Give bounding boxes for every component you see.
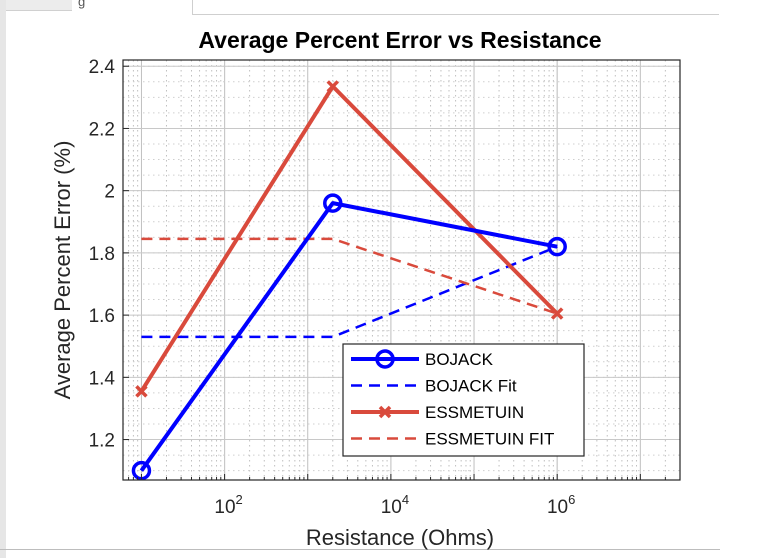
axes-layer: 1.2 1.4 1.6 1.8 2 2.2 2.4 102 104 106 <box>89 57 681 518</box>
data-point-x-stroke <box>378 405 392 419</box>
legend-label: ESSMETUIN FIT <box>425 430 554 449</box>
legend-box <box>342 343 585 457</box>
data-point-circle <box>375 349 395 369</box>
y-tick-label: 1.2 <box>89 431 115 452</box>
y-tick-label: 1.8 <box>89 244 115 265</box>
series-line-bojack <box>139 201 558 472</box>
legend-label: BOJACK <box>425 350 494 369</box>
data-point-circle <box>547 236 567 257</box>
x-tick-label: 104 <box>381 492 409 518</box>
data-point-circle <box>323 193 343 213</box>
series-line-essmetuin-fit <box>141 237 558 315</box>
legend-label: BOJACK Fit <box>425 377 517 396</box>
legend: BOJACK BOJACK Fit ESSMETUIN ESSMETUIN FIT <box>342 343 585 457</box>
axes-box <box>122 59 681 481</box>
x-tick-label: 106 <box>547 492 575 518</box>
window-tab[interactable] <box>6 0 72 11</box>
data-point-x <box>326 80 340 93</box>
data-point-x <box>378 405 392 419</box>
data-point-x-stroke <box>326 80 340 93</box>
y-tick-label: 1.6 <box>89 306 115 327</box>
y-tick-label: 1.4 <box>89 368 116 389</box>
legend-label: ESSMETUIN <box>425 403 524 422</box>
legend-entry: ESSMETUIN FIT <box>351 430 554 449</box>
series-layer <box>131 80 567 481</box>
legend-entry: BOJACK <box>351 349 494 369</box>
y-tick-label: 2.4 <box>89 57 116 78</box>
y-tick-label: 2 <box>104 182 115 203</box>
legend-entry: BOJACK Fit <box>351 377 517 396</box>
window-top-field[interactable] <box>192 0 719 15</box>
x-axis-label: Resistance (Ohms) <box>306 525 494 550</box>
series-line-bojack-fit <box>141 245 558 339</box>
window-tab-text: g <box>78 0 86 9</box>
x-tick-label: 102 <box>214 492 242 518</box>
window-bottom-divider <box>0 549 720 550</box>
y-tick-label: 2.2 <box>89 119 115 140</box>
data-point-x <box>135 385 148 398</box>
chart-title: Average Percent Error vs Resistance <box>198 27 601 53</box>
legend-entry: ESSMETUIN <box>351 403 524 422</box>
y-axis-label: Average Percent Error (%) <box>50 141 75 400</box>
data-point-x-stroke <box>550 307 564 320</box>
data-point-x-stroke <box>135 385 148 398</box>
data-point-x <box>550 307 564 320</box>
window-left-edge <box>0 0 6 558</box>
